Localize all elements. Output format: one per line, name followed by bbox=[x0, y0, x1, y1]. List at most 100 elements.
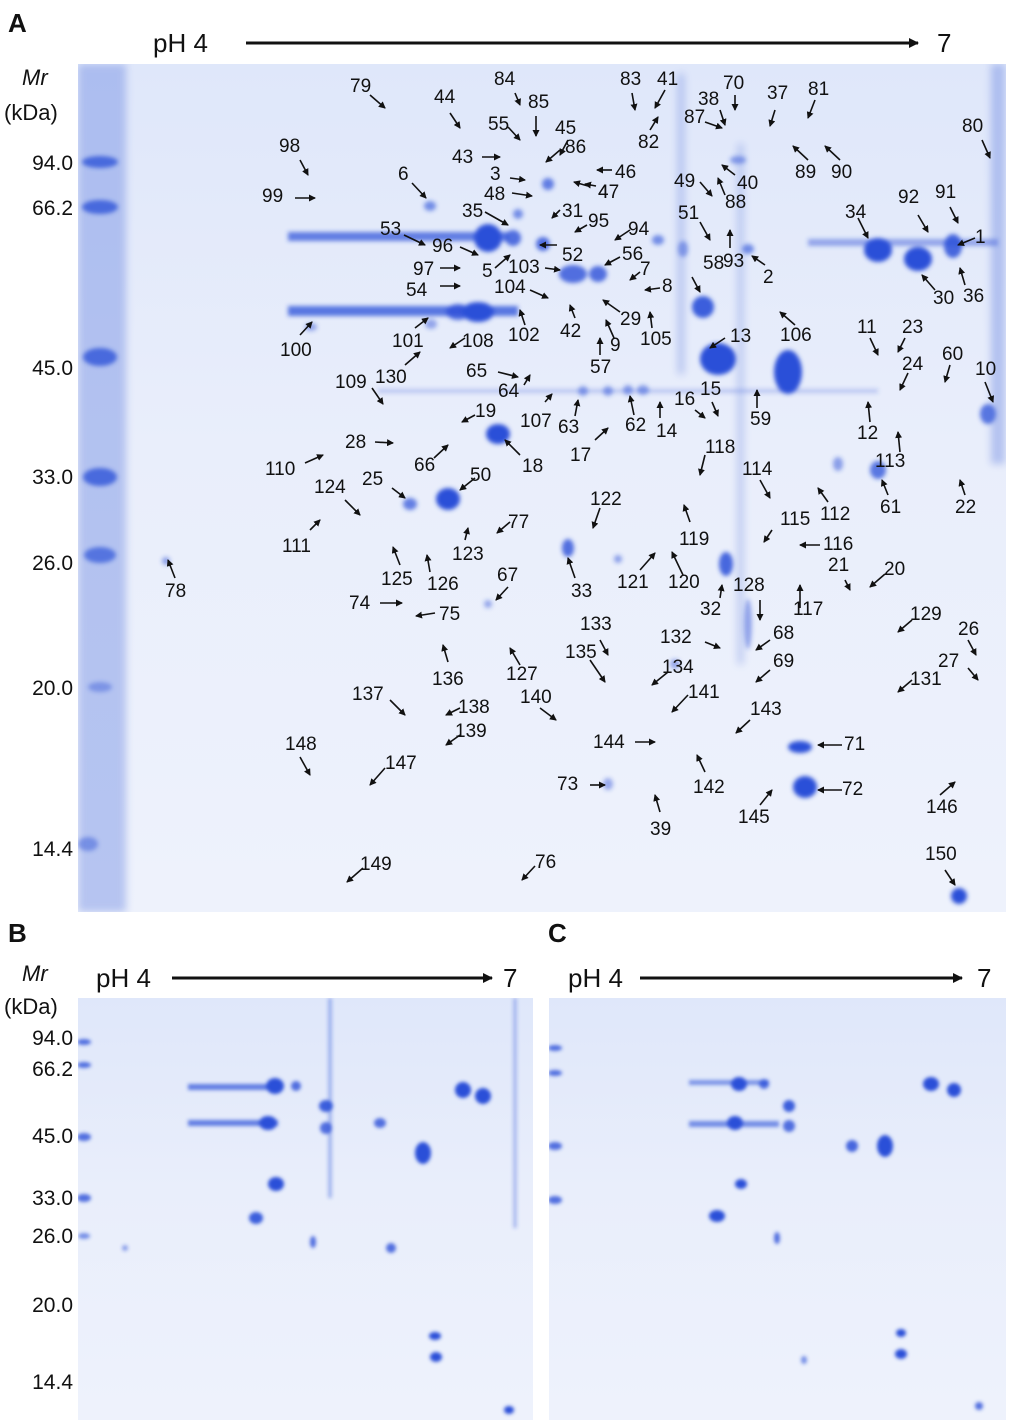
a-marker-94: 94.0 bbox=[32, 152, 73, 175]
spot-label-87: 87 bbox=[684, 107, 706, 128]
spot-label-61: 61 bbox=[880, 497, 902, 518]
spot-label-38: 38 bbox=[698, 89, 720, 110]
spot-label-74: 74 bbox=[349, 593, 371, 614]
spot-label-64: 64 bbox=[498, 381, 520, 402]
spot-label-28: 28 bbox=[345, 432, 367, 453]
spot-label-71: 71 bbox=[844, 734, 866, 755]
panel-a-ph-end: 7 bbox=[937, 28, 952, 58]
spot-label-138: 138 bbox=[458, 697, 490, 718]
spot-label-52: 52 bbox=[562, 245, 584, 266]
spot-label-18: 18 bbox=[522, 456, 544, 477]
spot-label-30: 30 bbox=[933, 288, 955, 309]
spot-label-46: 46 bbox=[615, 162, 637, 183]
b-marker-66: 66.2 bbox=[32, 1058, 73, 1081]
spot-label-110: 110 bbox=[265, 459, 296, 480]
spot-label-143: 143 bbox=[750, 699, 782, 720]
spot-label-59: 59 bbox=[750, 409, 772, 430]
spot-label-136: 136 bbox=[432, 669, 464, 690]
spot-label-96: 96 bbox=[432, 236, 454, 257]
spot-label-68: 68 bbox=[773, 623, 795, 644]
panel-b-kda-label: (kDa) bbox=[4, 994, 58, 1019]
spot-label-127: 127 bbox=[506, 664, 538, 685]
spot-label-22: 22 bbox=[955, 497, 977, 518]
spot-label-130: 130 bbox=[375, 367, 407, 388]
a-marker-66: 66.2 bbox=[32, 197, 73, 220]
spot-label-123: 123 bbox=[452, 544, 484, 565]
spot-label-55: 55 bbox=[488, 114, 510, 135]
b-marker-20: 20.0 bbox=[32, 1294, 73, 1317]
spot-label-31: 31 bbox=[562, 201, 584, 222]
b-marker-45: 45.0 bbox=[32, 1125, 73, 1148]
spot-label-53: 53 bbox=[380, 219, 402, 240]
spot-label-106: 106 bbox=[780, 325, 812, 346]
spot-label-132: 132 bbox=[660, 627, 692, 648]
spot-label-43: 43 bbox=[452, 147, 474, 168]
spot-label-36: 36 bbox=[963, 286, 985, 307]
spot-label-94: 94 bbox=[628, 219, 650, 240]
gel-a-spots bbox=[78, 64, 1005, 912]
spot-label-39: 39 bbox=[650, 819, 672, 840]
spot-label-73: 73 bbox=[557, 774, 579, 795]
spot-label-54: 54 bbox=[406, 280, 428, 301]
spot-label-4: 4 bbox=[598, 182, 609, 203]
a-marker-20: 20.0 bbox=[32, 677, 73, 700]
spot-label-50: 50 bbox=[470, 465, 492, 486]
spot-label-99: 99 bbox=[262, 186, 284, 207]
spot-label-1: 1 bbox=[975, 227, 986, 248]
spot-label-116: 116 bbox=[823, 534, 854, 555]
panel-b-letter: B bbox=[8, 918, 27, 948]
spot-label-58: 58 bbox=[703, 253, 725, 274]
spot-label-12: 12 bbox=[857, 423, 879, 444]
spot-label-145: 145 bbox=[738, 807, 770, 828]
spot-label-5: 5 bbox=[482, 261, 493, 282]
spot-label-67: 67 bbox=[497, 565, 519, 586]
panel-a-kda-label: (kDa) bbox=[4, 100, 58, 125]
spot-label-137: 137 bbox=[352, 684, 384, 705]
spot-label-104: 104 bbox=[494, 277, 526, 298]
spot-label-37: 37 bbox=[767, 83, 789, 104]
spot-label-19: 19 bbox=[475, 401, 497, 422]
spot-label-9: 9 bbox=[610, 335, 621, 356]
spot-label-89: 89 bbox=[795, 162, 817, 183]
spot-label-7: 7 bbox=[640, 259, 651, 280]
b-marker-26: 26.0 bbox=[32, 1225, 73, 1248]
spot-label-14: 14 bbox=[656, 421, 678, 442]
spot-label-33: 33 bbox=[571, 581, 593, 602]
b-marker-94: 94.0 bbox=[32, 1027, 73, 1050]
spot-label-113: 113 bbox=[875, 451, 906, 472]
spot-label-78: 78 bbox=[165, 581, 187, 602]
spot-label-72: 72 bbox=[842, 779, 864, 800]
spot-label-13: 13 bbox=[730, 326, 752, 347]
spot-label-91: 91 bbox=[935, 182, 957, 203]
spot-label-109: 109 bbox=[335, 372, 367, 393]
spot-label-122: 122 bbox=[590, 489, 622, 510]
spot-label-118: 118 bbox=[705, 437, 736, 458]
spot-label-44: 44 bbox=[434, 87, 456, 108]
spot-label-83: 83 bbox=[620, 69, 642, 90]
spot-label-112: 112 bbox=[820, 504, 851, 525]
spot-label-66: 66 bbox=[414, 455, 436, 476]
spot-label-57: 57 bbox=[590, 357, 612, 378]
panel-a-mr-label: Mr bbox=[22, 65, 48, 90]
spot-label-2: 2 bbox=[763, 267, 774, 288]
spot-label-95: 95 bbox=[588, 211, 610, 232]
spot-label-3: 3 bbox=[490, 164, 501, 185]
gel-c-spots bbox=[549, 1045, 983, 1410]
spot-label-86: 86 bbox=[565, 137, 587, 158]
spot-label-149: 149 bbox=[360, 854, 392, 875]
spot-label-62: 62 bbox=[625, 415, 647, 436]
spot-label-47: 47 bbox=[598, 182, 620, 203]
spot-label-103: 103 bbox=[508, 257, 540, 278]
spot-label-142: 142 bbox=[693, 777, 725, 798]
spot-label-107: 107 bbox=[520, 411, 552, 432]
spot-label-10: 10 bbox=[975, 359, 997, 380]
spot-label-124: 124 bbox=[314, 477, 346, 498]
spot-label-82: 82 bbox=[638, 132, 660, 153]
spot-label-69: 69 bbox=[773, 651, 795, 672]
spot-label-100: 100 bbox=[280, 340, 312, 361]
spot-label-147: 147 bbox=[385, 753, 417, 774]
spot-label-25: 25 bbox=[362, 469, 384, 490]
spot-label-80: 80 bbox=[962, 116, 984, 137]
spot-label-27: 27 bbox=[938, 651, 960, 672]
spot-label-114: 114 bbox=[742, 459, 773, 480]
